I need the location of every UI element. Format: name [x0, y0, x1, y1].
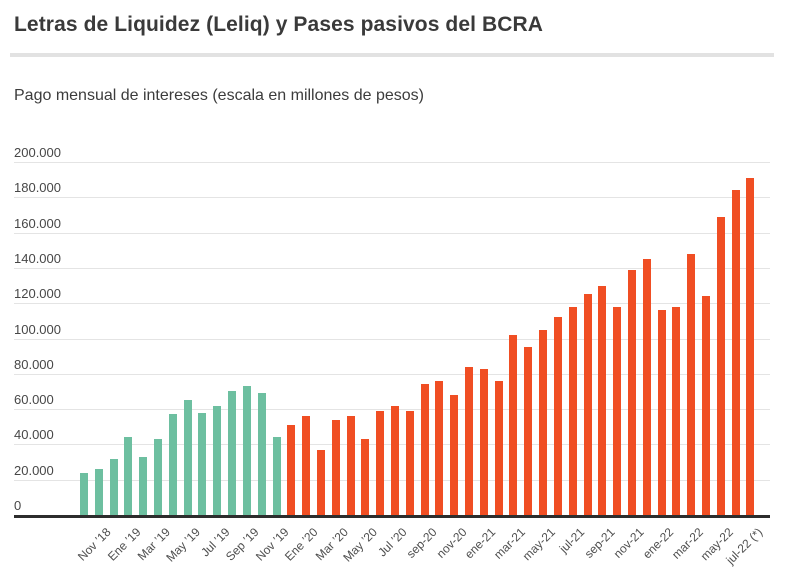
y-axis-tick-label: 40.000	[14, 427, 54, 443]
gridline	[14, 232, 770, 234]
bar	[139, 456, 148, 515]
bar	[228, 391, 237, 515]
bar	[509, 334, 518, 515]
bar	[716, 216, 725, 515]
bar	[583, 294, 592, 515]
bar	[613, 306, 622, 515]
bar	[494, 380, 503, 515]
bar	[731, 190, 740, 515]
x-axis-tick-label: nov-21	[611, 525, 647, 561]
bar	[257, 393, 266, 515]
bar	[376, 410, 385, 515]
title-divider	[10, 53, 774, 57]
bar	[242, 386, 251, 515]
bar	[361, 439, 370, 515]
gridline	[14, 267, 770, 269]
bar	[109, 458, 118, 515]
x-axis-tick-label: Jul ’20	[375, 525, 410, 560]
bar	[198, 412, 207, 515]
x-axis-tick-label: Nov ’18	[75, 525, 114, 564]
bar	[435, 380, 444, 515]
y-axis-tick-label: 80.000	[14, 356, 54, 372]
y-axis-tick-label: 100.000	[14, 321, 61, 337]
bar	[168, 414, 177, 515]
bar	[657, 310, 666, 515]
x-axis-tick-label: ene-21	[462, 525, 499, 562]
y-axis-tick-label: 140.000	[14, 250, 61, 266]
bar	[124, 437, 133, 515]
bar	[272, 437, 281, 515]
bar	[598, 285, 607, 515]
x-axis-tick-label: sep-21	[581, 525, 618, 561]
bar	[479, 368, 488, 515]
bar	[672, 306, 681, 515]
y-axis-tick-label: 60.000	[14, 392, 54, 408]
gridline	[14, 197, 770, 199]
bar	[287, 424, 296, 515]
bar	[346, 416, 355, 515]
gridline	[14, 303, 770, 305]
bar	[642, 259, 651, 515]
y-axis-tick-label: 20.000	[14, 462, 54, 478]
bar	[80, 472, 88, 515]
bar	[450, 394, 459, 515]
x-axis-tick-label: sep-20	[403, 525, 440, 561]
bar	[539, 329, 548, 515]
gridline	[14, 162, 770, 163]
bar	[302, 416, 311, 515]
bar	[553, 317, 562, 515]
bar	[183, 400, 192, 515]
bar	[702, 296, 711, 515]
bar	[524, 347, 533, 515]
bar	[331, 419, 340, 515]
y-axis-tick-label: 120.000	[14, 286, 61, 302]
bar	[420, 384, 429, 515]
bar	[746, 177, 755, 515]
bar	[316, 449, 325, 515]
x-axis-tick-label: nov-20	[433, 525, 470, 561]
bar	[687, 253, 696, 515]
x-axis-line	[14, 515, 770, 518]
x-axis-tick-label: ene-22	[640, 525, 677, 562]
bar	[568, 306, 577, 515]
gridline	[14, 338, 770, 340]
y-axis-tick-label: 0	[14, 498, 22, 513]
gridline	[14, 373, 770, 375]
bar	[405, 410, 414, 515]
y-axis-tick-label: 160.000	[14, 215, 61, 231]
x-axis-tick-label: may-21	[519, 525, 559, 564]
chart-subtitle: Pago mensual de intereses (escala en mil…	[14, 87, 425, 104]
bar	[213, 405, 222, 515]
y-axis-tick-label: 200.000	[14, 145, 61, 160]
bar	[465, 366, 474, 515]
chart-title: Letras de Liquidez (Leliq) y Pases pasiv…	[14, 13, 544, 36]
bar	[154, 439, 163, 515]
bar	[391, 405, 399, 515]
bar	[627, 269, 636, 515]
bar	[94, 469, 103, 515]
y-axis-tick-label: 180.000	[14, 180, 61, 196]
